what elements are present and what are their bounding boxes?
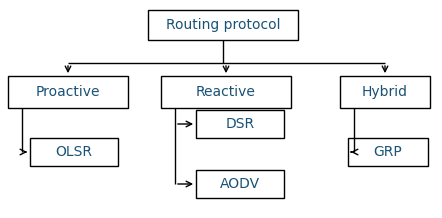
Text: AODV: AODV <box>220 177 260 191</box>
Text: OLSR: OLSR <box>56 145 92 159</box>
Text: Routing protocol: Routing protocol <box>166 18 280 32</box>
FancyBboxPatch shape <box>196 110 284 138</box>
FancyBboxPatch shape <box>340 76 430 108</box>
FancyBboxPatch shape <box>161 76 291 108</box>
Text: GRP: GRP <box>373 145 402 159</box>
FancyBboxPatch shape <box>30 138 118 166</box>
Text: DSR: DSR <box>225 117 255 131</box>
Text: Proactive: Proactive <box>36 85 100 99</box>
FancyBboxPatch shape <box>348 138 428 166</box>
Text: Reactive: Reactive <box>196 85 256 99</box>
Text: Hybrid: Hybrid <box>362 85 408 99</box>
FancyBboxPatch shape <box>8 76 128 108</box>
FancyBboxPatch shape <box>148 10 298 40</box>
FancyBboxPatch shape <box>196 170 284 198</box>
